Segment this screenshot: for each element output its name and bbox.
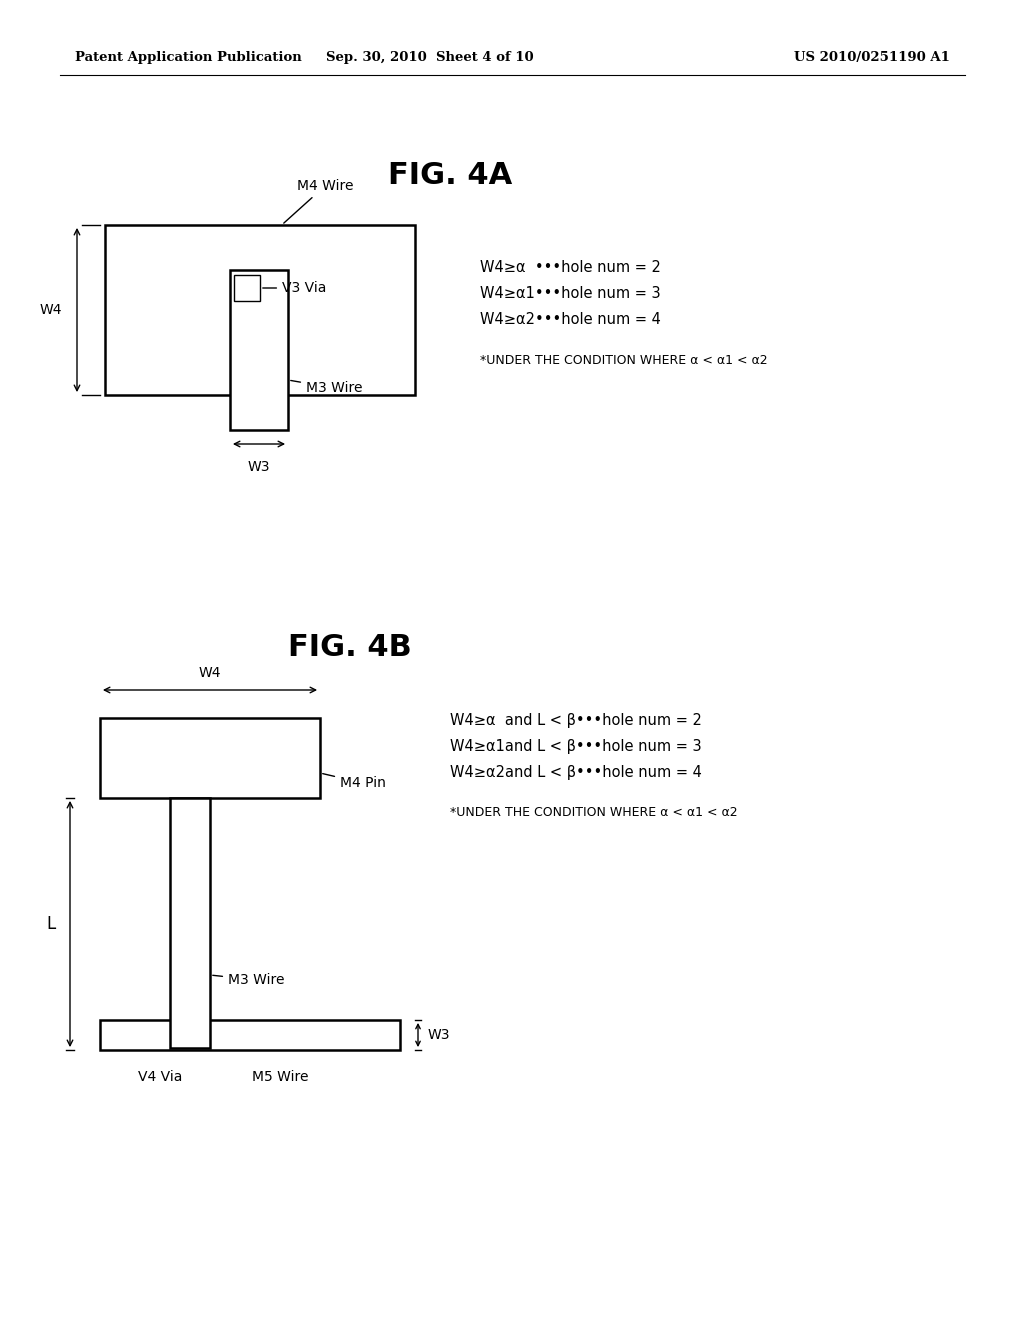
Bar [170, 799, 210, 1048]
Bar [100, 718, 319, 799]
Text: *UNDER THE CONDITION WHERE α < α1 < α2: *UNDER THE CONDITION WHERE α < α1 < α2 [480, 354, 768, 367]
Bar [105, 224, 415, 395]
Text: W4≥α1and L < β•••hole num = 3: W4≥α1and L < β•••hole num = 3 [450, 738, 701, 754]
Text: W4≥α2and L < β•••hole num = 4: W4≥α2and L < β•••hole num = 4 [450, 764, 701, 780]
Text: M4 Wire: M4 Wire [284, 180, 353, 223]
Text: W4: W4 [199, 667, 221, 680]
Text: FIG. 4A: FIG. 4A [388, 161, 512, 190]
Text: Sep. 30, 2010  Sheet 4 of 10: Sep. 30, 2010 Sheet 4 of 10 [327, 51, 534, 65]
Text: M4 Pin: M4 Pin [323, 774, 386, 789]
Text: W4: W4 [40, 304, 62, 317]
Text: W4≥α  •••hole num = 2: W4≥α •••hole num = 2 [480, 260, 660, 276]
Bar [234, 275, 260, 301]
Text: W4≥α1•••hole num = 3: W4≥α1•••hole num = 3 [480, 286, 660, 301]
Text: *UNDER THE CONDITION WHERE α < α1 < α2: *UNDER THE CONDITION WHERE α < α1 < α2 [450, 805, 737, 818]
Text: W3: W3 [428, 1028, 451, 1041]
Text: W4≥α2•••hole num = 4: W4≥α2•••hole num = 4 [480, 313, 660, 327]
Bar [100, 1020, 400, 1049]
Text: V4 Via: V4 Via [138, 1071, 182, 1084]
Text: V3 Via: V3 Via [263, 281, 327, 294]
Text: L: L [47, 915, 56, 933]
Text: M5 Wire: M5 Wire [252, 1071, 308, 1084]
Text: M3 Wire: M3 Wire [213, 973, 285, 987]
Text: FIG. 4B: FIG. 4B [288, 634, 412, 663]
Text: W4≥α  and L < β•••hole num = 2: W4≥α and L < β•••hole num = 2 [450, 713, 701, 727]
Text: M3 Wire: M3 Wire [291, 380, 362, 395]
Text: Patent Application Publication: Patent Application Publication [75, 51, 302, 65]
Bar [230, 271, 288, 430]
Text: US 2010/0251190 A1: US 2010/0251190 A1 [795, 51, 950, 65]
Text: W3: W3 [248, 459, 270, 474]
